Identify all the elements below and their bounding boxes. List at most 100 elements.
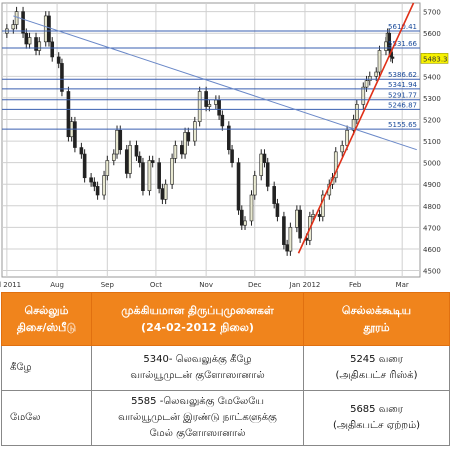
candle-body	[288, 227, 293, 252]
last-price-box	[420, 53, 449, 64]
candle-body	[92, 181, 97, 187]
row-target: 5685 வரை (அதிகபட்ச ஏற்றம்)	[303, 390, 450, 446]
header-key-levels: முக்கியமான திருப்புமுனைகள் (24-02-2012 நி…	[91, 292, 304, 346]
candle-body	[265, 162, 270, 187]
candle-body	[163, 183, 168, 200]
candle-body	[115, 129, 119, 155]
y-tick-label: 4600	[423, 246, 441, 254]
candle-body	[56, 56, 61, 64]
y-tick-label: 5300	[423, 95, 441, 103]
levels-table-section: செல்லும் திசை/ஸ்பீடு முக்கியமான திருப்பும…	[0, 292, 450, 456]
chart-svg: Jul 2011 Aug Sep Oct Nov Dec Jan 2012 Feb Mar 570…	[0, 2, 449, 289]
candle-body	[243, 220, 247, 226]
candle-body	[333, 151, 338, 179]
candle-body	[118, 129, 123, 151]
candle-body	[186, 132, 191, 142]
candle-body	[282, 216, 286, 245]
level-label: 5531.66	[388, 40, 417, 48]
x-tick-label: Sep	[101, 281, 115, 289]
candle-body	[192, 121, 197, 142]
candle-body	[377, 50, 382, 73]
candle-body	[384, 41, 388, 51]
candle-body	[374, 71, 379, 77]
y-tick-label: 5400	[423, 73, 441, 81]
candle-body	[24, 32, 29, 45]
candle-body	[11, 24, 16, 30]
candle-body	[50, 41, 55, 58]
x-tick-label: Mar	[396, 281, 409, 289]
candle-body	[60, 63, 64, 92]
candle-body	[295, 209, 299, 228]
candle-body	[128, 145, 132, 174]
y-tick-label: 4500	[423, 268, 441, 276]
level-label: 5155.65	[388, 121, 417, 129]
row-direction: கீழே	[1, 345, 92, 391]
candle-body	[220, 114, 225, 127]
candle-body	[367, 76, 372, 81]
candle-body	[361, 86, 366, 105]
row-level: 5585 -லெவலுக்கு மேலேயே வால்யூமுடன் இரண்டு…	[91, 390, 304, 446]
rising-trendline	[297, 2, 415, 254]
candle-body	[134, 145, 139, 157]
candle-body	[157, 162, 161, 189]
x-tick-label: Jan 2012	[289, 281, 321, 289]
y-tick-label: 5000	[423, 160, 441, 168]
candle-body	[239, 209, 244, 226]
candle-body	[275, 203, 280, 217]
candle-body	[89, 177, 93, 183]
candle-body	[214, 99, 218, 105]
candle-body	[141, 162, 145, 192]
candle-body	[105, 160, 110, 176]
candle-body	[252, 175, 257, 196]
level-label: 5246.87	[388, 101, 417, 109]
candle-body	[124, 149, 129, 174]
falling-trendline	[13, 15, 417, 151]
candle-body	[170, 158, 174, 185]
row-target: 5245 வரை (அதிகபட்ச ரிஸ்க்)	[303, 345, 450, 391]
candle-body	[150, 160, 155, 163]
candle-body	[197, 91, 202, 122]
x-tick-label: Dec	[248, 281, 262, 289]
candle-body	[320, 194, 325, 217]
y-tick-label: 5200	[423, 117, 441, 125]
table-header-row: செல்லும் திசை/ஸ்பீடு முக்கியமான திருப்பும…	[1, 292, 450, 346]
candle-body	[204, 91, 208, 107]
levels-table: செல்லும் திசை/ஸ்பீடு முக்கியமான திருப்பும…	[1, 292, 450, 446]
table-row: மேலே 5585 -லெவலுக்கு மேலேயே வால்யூமுடன் இ…	[1, 390, 450, 446]
candle-body	[227, 125, 231, 151]
candle-body	[340, 145, 345, 153]
candle-body	[298, 209, 302, 239]
candle-body	[47, 15, 51, 43]
x-tick-label: Nov	[199, 281, 213, 289]
candle-body	[236, 162, 241, 211]
y-tick-label: 4900	[423, 181, 441, 189]
y-tick-label: 5600	[423, 30, 441, 38]
candle-body	[34, 37, 38, 51]
candle-body	[207, 104, 212, 107]
x-tick-label: Feb	[349, 281, 362, 289]
level-label: 5386.62	[388, 71, 417, 79]
y-tick-label: 4800	[423, 203, 441, 211]
last-price-label: 5483.3	[423, 55, 448, 63]
candle-body	[73, 121, 77, 148]
candle-body	[311, 214, 315, 217]
candle-body	[27, 37, 32, 45]
candle-body	[95, 186, 100, 196]
candle-body	[317, 214, 322, 217]
candle-body	[390, 56, 395, 59]
x-tick-label: Oct	[150, 281, 162, 289]
candle-body	[37, 41, 42, 51]
y-tick-label: 5100	[423, 138, 441, 146]
candle-body	[173, 145, 178, 159]
candle-body	[249, 194, 254, 222]
y-tick-label: 4700	[423, 224, 441, 232]
price-chart: Jul 2011 Aug Sep Oct Nov Dec Jan 2012 Feb Mar 570…	[0, 2, 449, 289]
candle-body	[183, 132, 187, 155]
candle-body	[43, 15, 48, 43]
candle-body	[111, 153, 116, 161]
candle-body	[217, 99, 221, 116]
candle-body	[364, 80, 369, 88]
candle-body	[82, 153, 87, 179]
candle-body	[230, 149, 234, 163]
candle-body	[102, 175, 106, 196]
